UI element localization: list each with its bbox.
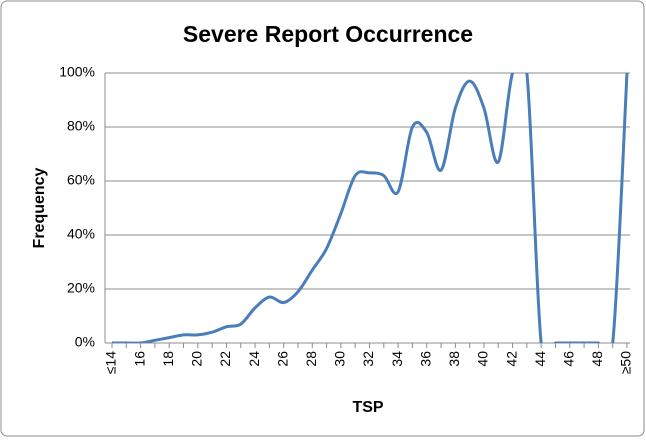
y-axis-title: Frequency bbox=[31, 167, 48, 248]
x-tick-label: 26 bbox=[274, 351, 290, 367]
x-tick-label: 30 bbox=[332, 351, 348, 367]
x-tick-label: 28 bbox=[303, 351, 319, 367]
x-tick-label: ≤14 bbox=[103, 351, 119, 374]
y-tick-label: 40% bbox=[67, 226, 95, 242]
x-tick-label: 40 bbox=[475, 351, 491, 367]
y-tick-label: 60% bbox=[67, 172, 95, 188]
data-line bbox=[112, 73, 629, 343]
x-tick-label: 34 bbox=[389, 351, 405, 367]
x-tick-label: 24 bbox=[246, 351, 262, 367]
x-tick-label: 44 bbox=[532, 351, 548, 367]
x-tick-label: ≥50 bbox=[618, 351, 634, 374]
x-tick-label: 42 bbox=[503, 351, 519, 367]
x-tick-label: 22 bbox=[217, 351, 233, 367]
x-tick-label: 48 bbox=[589, 351, 605, 367]
x-tick-label: 20 bbox=[189, 351, 205, 367]
y-tick-label: 100% bbox=[59, 64, 95, 80]
chart-title: Severe Report Occurrence bbox=[183, 21, 473, 47]
x-tick-label: 38 bbox=[446, 351, 462, 367]
x-tick-label: 16 bbox=[131, 351, 147, 367]
y-tick-label: 20% bbox=[67, 280, 95, 296]
x-axis-title: TSP bbox=[352, 399, 383, 416]
y-tick-label: 0% bbox=[75, 334, 95, 350]
x-tick-label: 36 bbox=[417, 351, 433, 367]
x-tick-label: 18 bbox=[160, 351, 176, 367]
y-tick-label: 80% bbox=[67, 118, 95, 134]
x-tick-label: 32 bbox=[360, 351, 376, 367]
plot bbox=[112, 73, 629, 343]
x-tick-label: 46 bbox=[560, 351, 576, 367]
